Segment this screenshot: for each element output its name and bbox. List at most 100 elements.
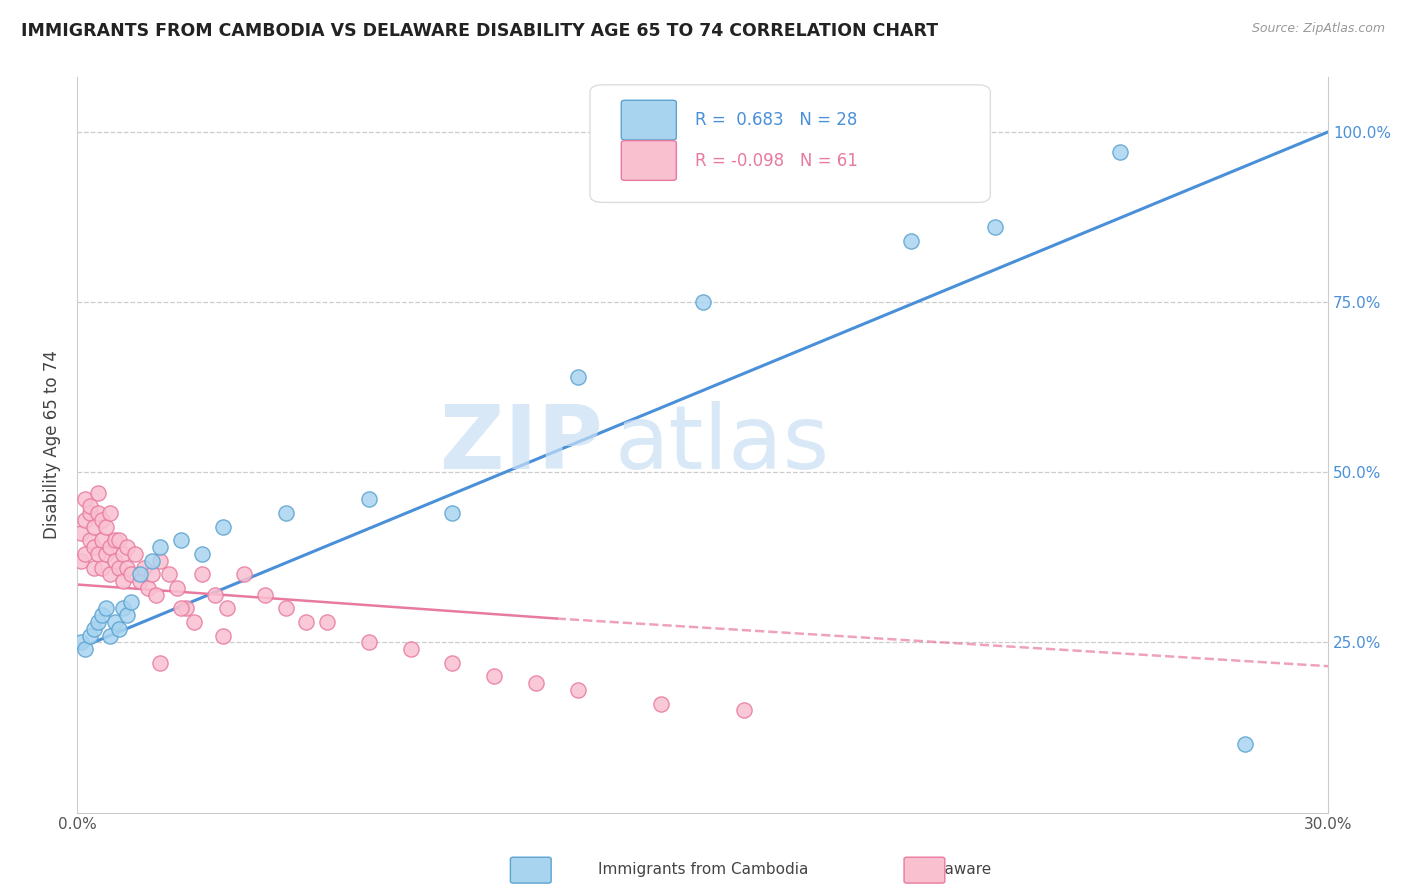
Point [174, 601, 197, 615]
Point [141, 554, 163, 568]
Point [111, 574, 134, 588]
Point [107, 533, 129, 548]
Text: ZIP: ZIP [440, 401, 603, 489]
Point [650, 697, 672, 711]
Point [441, 506, 464, 520]
Point [83, 540, 105, 554]
Point [75, 547, 97, 561]
Point [357, 635, 380, 649]
Point [204, 588, 226, 602]
Point [87, 485, 110, 500]
Point [83, 519, 105, 533]
Point [191, 547, 214, 561]
Text: Source: ZipAtlas.com: Source: ZipAtlas.com [1251, 22, 1385, 36]
Point [524, 676, 547, 690]
Point [149, 540, 172, 554]
Point [120, 594, 142, 608]
Point [132, 560, 155, 574]
Point [87, 506, 110, 520]
Point [79, 500, 101, 514]
Point [91, 608, 114, 623]
Point [1233, 738, 1256, 752]
Point [128, 567, 150, 582]
Point [212, 629, 235, 643]
Point [212, 519, 235, 533]
Point [111, 547, 134, 561]
Point [100, 567, 122, 582]
Text: R = -0.098   N = 61: R = -0.098 N = 61 [695, 152, 858, 169]
Point [183, 615, 205, 629]
Point [733, 703, 755, 717]
Point [141, 567, 163, 582]
Text: Immigrants from Cambodia: Immigrants from Cambodia [598, 863, 808, 877]
Point [91, 560, 114, 574]
Point [75, 642, 97, 657]
Point [567, 683, 589, 698]
Point [75, 492, 97, 507]
Point [166, 581, 188, 595]
Point [111, 601, 134, 615]
Point [136, 581, 159, 595]
Point [104, 615, 127, 629]
Point [482, 669, 505, 683]
Point [149, 656, 172, 670]
Point [217, 601, 239, 615]
Point [96, 547, 118, 561]
Point [87, 547, 110, 561]
Point [79, 629, 101, 643]
Point [274, 506, 297, 520]
Text: atlas: atlas [614, 401, 830, 489]
Point [149, 554, 172, 568]
FancyBboxPatch shape [621, 141, 676, 180]
Point [1108, 145, 1130, 160]
Point [441, 656, 464, 670]
Point [295, 615, 318, 629]
Point [115, 540, 138, 554]
Point [100, 629, 122, 643]
Point [104, 554, 127, 568]
Point [900, 234, 922, 248]
Point [107, 622, 129, 636]
Y-axis label: Disability Age 65 to 74: Disability Age 65 to 74 [44, 351, 60, 540]
Point [104, 533, 127, 548]
Point [96, 519, 118, 533]
FancyBboxPatch shape [621, 100, 676, 140]
Point [145, 588, 167, 602]
Point [107, 560, 129, 574]
Point [87, 615, 110, 629]
Point [692, 295, 714, 310]
Text: R =  0.683   N = 28: R = 0.683 N = 28 [695, 112, 858, 129]
Point [316, 615, 339, 629]
Point [120, 567, 142, 582]
Point [357, 492, 380, 507]
Point [399, 642, 422, 657]
Point [96, 601, 118, 615]
Point [91, 513, 114, 527]
Point [91, 533, 114, 548]
Point [79, 506, 101, 520]
Point [70, 554, 93, 568]
Point [115, 560, 138, 574]
Point [983, 220, 1005, 235]
Point [232, 567, 254, 582]
Point [83, 560, 105, 574]
Point [70, 635, 93, 649]
Point [83, 622, 105, 636]
Text: Delaware: Delaware [920, 863, 993, 877]
Point [115, 608, 138, 623]
Point [79, 533, 101, 548]
Point [567, 370, 589, 384]
Point [124, 547, 146, 561]
Text: IMMIGRANTS FROM CAMBODIA VS DELAWARE DISABILITY AGE 65 TO 74 CORRELATION CHART: IMMIGRANTS FROM CAMBODIA VS DELAWARE DIS… [21, 22, 938, 40]
Point [100, 506, 122, 520]
Point [274, 601, 297, 615]
FancyBboxPatch shape [591, 85, 990, 202]
Point [191, 567, 214, 582]
Point [70, 526, 93, 541]
Point [75, 513, 97, 527]
Point [170, 601, 193, 615]
Point [128, 574, 150, 588]
Point [100, 540, 122, 554]
Point [157, 567, 180, 582]
Point [253, 588, 276, 602]
